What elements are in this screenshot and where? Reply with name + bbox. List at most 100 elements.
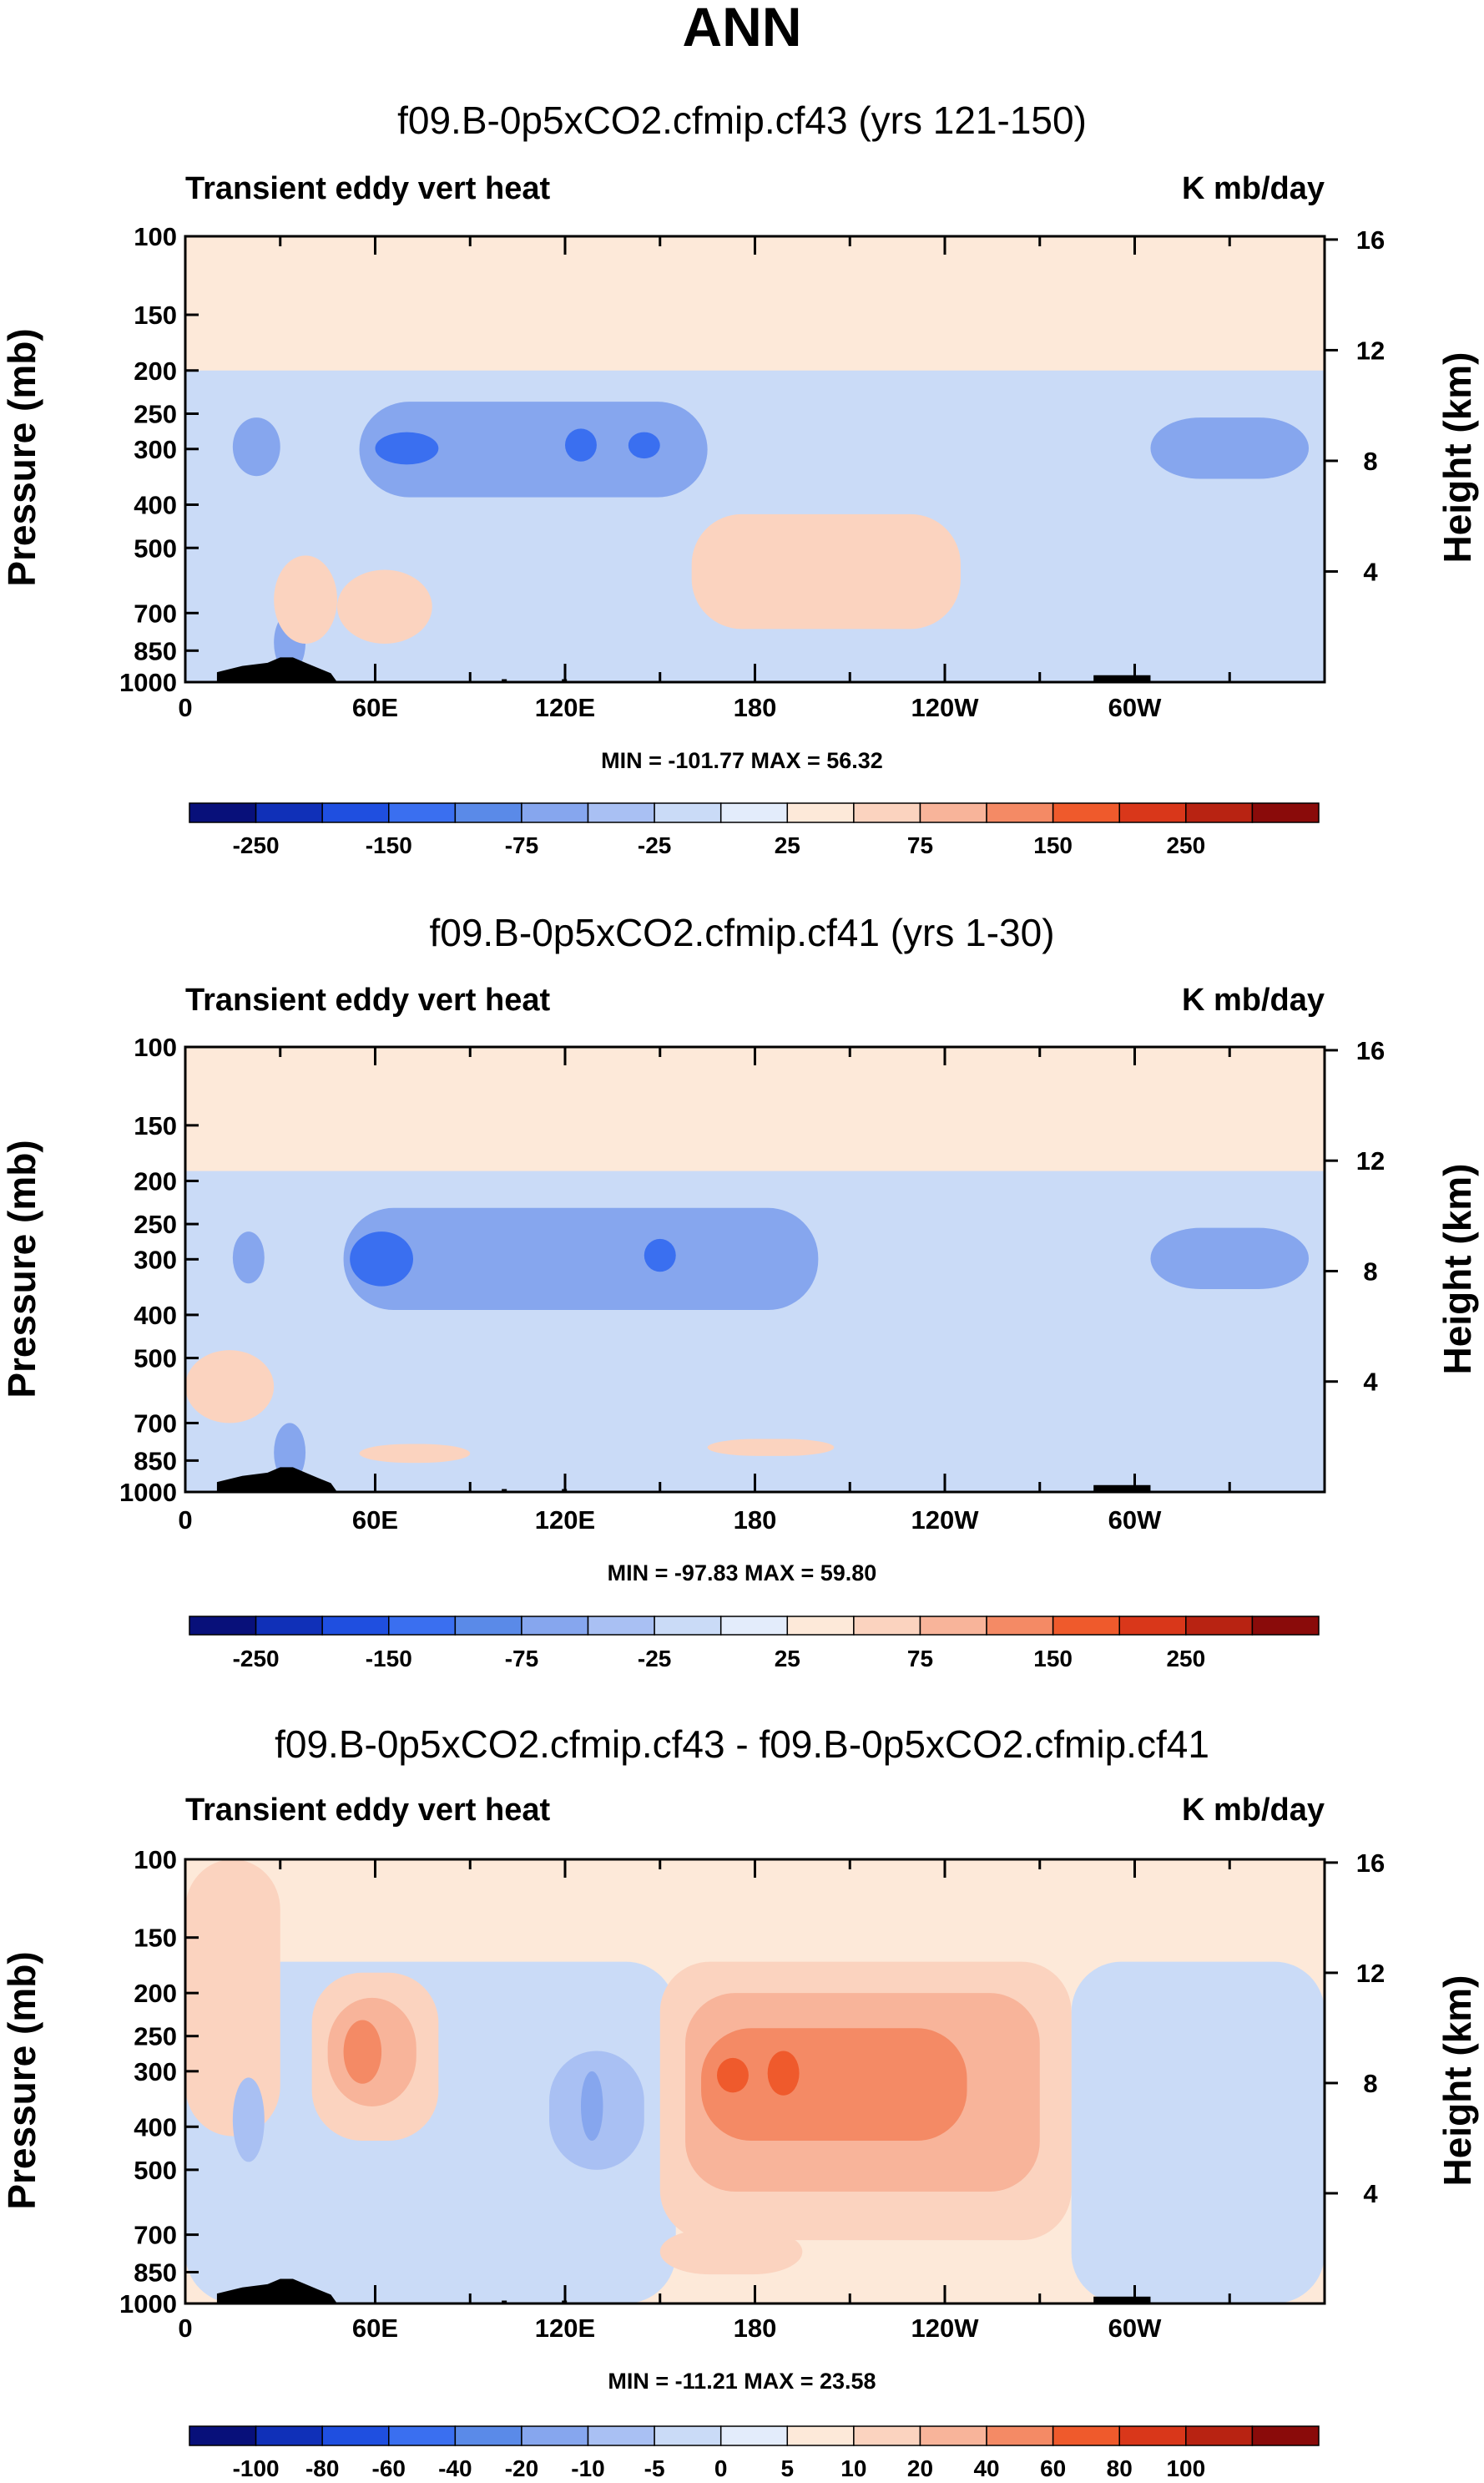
y2-tick-label: 16 [1356, 1036, 1385, 1065]
colorbar-box [388, 802, 457, 823]
colorbar-label: 0 [714, 2455, 728, 2481]
colorbar-label: -75 [505, 1646, 538, 1671]
contour-region [1150, 1227, 1310, 1289]
y-tick-label: 150 [134, 1924, 177, 1953]
y2-tick-label: 12 [1356, 1146, 1385, 1176]
panel-0: f09.B-0p5xCO2.cfmip.cf43 (yrs 121-150) Tr… [0, 99, 1479, 858]
colorbar-box [719, 1616, 789, 1636]
y-tick-label: 200 [134, 357, 177, 386]
colorbar-box [786, 802, 855, 823]
y2-tick-label: 4 [1363, 2179, 1378, 2208]
colorbar-box [1118, 802, 1187, 823]
colorbar-label: -60 [372, 2455, 406, 2481]
colorbar-label: -20 [505, 2455, 538, 2481]
colorbar-box [521, 2425, 589, 2446]
colorbar-label: -25 [638, 832, 671, 858]
y-tick-label: 200 [134, 1166, 177, 1196]
colorbar-box [853, 802, 921, 823]
y-tick-label: 300 [134, 1245, 177, 1274]
right-label: K mb/day [1182, 171, 1325, 206]
x-tick-label: 60E [352, 693, 398, 722]
min-max-label: MIN = -11.21 MAX = 23.58 [608, 2369, 876, 2394]
colorbar-box [454, 2425, 522, 2446]
y2-tick-label: 4 [1363, 557, 1378, 586]
colorbar-label: 150 [1033, 832, 1073, 858]
x-tick-label: 60W [1108, 2314, 1162, 2343]
left-label: Transient eddy vert heat [185, 1793, 550, 1828]
topography-africa [216, 657, 337, 682]
colorbar-box [1185, 2425, 1254, 2446]
topography-andes [1093, 675, 1151, 682]
y-axis-title: Pressure (mb) [0, 1951, 43, 2209]
colorbar-label: 75 [907, 832, 933, 858]
colorbar-box [388, 1616, 457, 1636]
x-tick-label: 120E [535, 2314, 595, 2343]
colorbar-box [321, 802, 390, 823]
topography-andes [1093, 1484, 1151, 1492]
y-tick-label: 700 [134, 1408, 177, 1438]
colorbar-box [1251, 802, 1320, 823]
colorbar-label: 25 [775, 1646, 800, 1671]
colorbar-box [1251, 2425, 1320, 2446]
contour-region [691, 513, 961, 630]
contour-region [659, 2228, 803, 2275]
page-title: ANN [683, 0, 802, 58]
y-tick-label: 250 [134, 2022, 177, 2051]
contour-region [707, 1439, 835, 1456]
colorbar-box [388, 2425, 457, 2446]
colorbar-box [1052, 802, 1120, 823]
contour-region [232, 2077, 265, 2162]
x-tick-label: 0 [178, 1505, 192, 1535]
colorbar-box [853, 2425, 921, 2446]
y2-tick-label: 8 [1363, 447, 1377, 476]
contour-region [628, 432, 660, 459]
y-tick-label: 1000 [119, 1478, 177, 1507]
y-tick-label: 300 [134, 435, 177, 464]
contour-region [375, 432, 439, 465]
colorbar-box [255, 1616, 323, 1636]
colorbar-box [521, 802, 589, 823]
contour-region [359, 402, 708, 498]
colorbar-box [919, 2425, 987, 2446]
colorbar-box [919, 802, 987, 823]
contour-region [343, 1207, 819, 1311]
colorbar-box [654, 802, 722, 823]
y-tick-label: 100 [134, 1033, 177, 1062]
y-tick-label: 400 [134, 2112, 177, 2142]
y-tick-label: 250 [134, 399, 177, 428]
y-tick-label: 700 [134, 599, 177, 628]
topography-spot [502, 1489, 507, 1492]
y-tick-label: 850 [134, 1446, 177, 1475]
colorbar-box [321, 2425, 390, 2446]
colorbar-label: -250 [233, 832, 280, 858]
x-tick-label: 180 [734, 2314, 777, 2343]
y-tick-label: 850 [134, 2258, 177, 2287]
colorbar-label: 75 [907, 1646, 933, 1671]
topography-spot [502, 2300, 507, 2303]
y-tick-label: 400 [134, 1301, 177, 1330]
y2-tick-label: 16 [1356, 1848, 1385, 1878]
y2-tick-label: 4 [1363, 1368, 1378, 1397]
y-tick-label: 500 [134, 534, 177, 563]
y2-axis-title: Height (km) [1436, 1164, 1479, 1375]
colorbar-box [986, 802, 1054, 823]
colorbar-label: 250 [1166, 832, 1205, 858]
contour-region [767, 2051, 800, 2096]
colorbar-label: -80 [305, 2455, 339, 2481]
topography-andes [1093, 2296, 1151, 2303]
colorbar-label: -5 [644, 2455, 665, 2481]
colorbar-box [986, 2425, 1054, 2446]
colorbar-box [255, 2425, 323, 2446]
colorbar-label: 60 [1040, 2455, 1066, 2481]
x-tick-label: 60W [1108, 1505, 1162, 1535]
colorbar-label: -40 [438, 2455, 472, 2481]
colorbar-box [189, 1616, 257, 1636]
colorbar-label: 20 [907, 2455, 933, 2481]
colorbar-label: -10 [571, 2455, 604, 2481]
contour-region [1071, 1961, 1325, 2303]
colorbar-box [454, 1616, 522, 1636]
contour-region [350, 1231, 413, 1287]
min-max-label: MIN = -97.83 MAX = 59.80 [608, 1560, 877, 1585]
y2-tick-label: 12 [1356, 1959, 1385, 1988]
colorbar-box [1185, 802, 1254, 823]
